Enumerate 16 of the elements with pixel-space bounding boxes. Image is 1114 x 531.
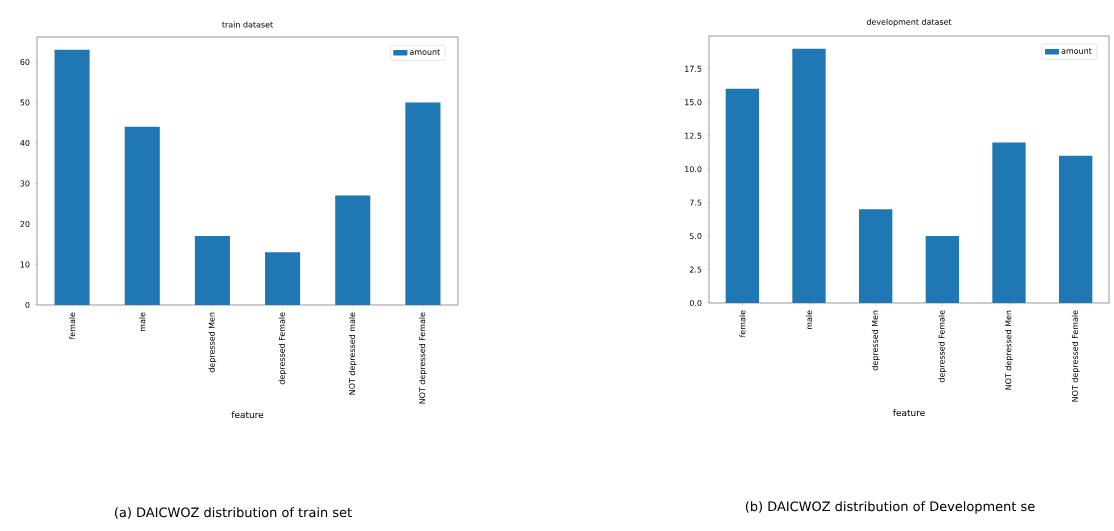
bar: [124, 126, 160, 305]
text: (b) DAICWOZ distribution of Development se: [745, 501, 1035, 514]
bar: [335, 195, 371, 305]
bar: [405, 102, 441, 305]
bar: [265, 252, 301, 305]
bar: [859, 209, 893, 303]
bar: [925, 236, 960, 303]
bar: [1059, 155, 1093, 303]
bar: [792, 48, 826, 303]
bar: [54, 49, 90, 305]
x-axis-title: feature: [231, 411, 264, 419]
bar: [992, 142, 1026, 303]
x-axis-title: feature: [893, 409, 925, 417]
bar: [194, 236, 230, 305]
bar: [725, 88, 760, 303]
text: (a) DAICWOZ distribution of train set: [115, 507, 352, 519]
